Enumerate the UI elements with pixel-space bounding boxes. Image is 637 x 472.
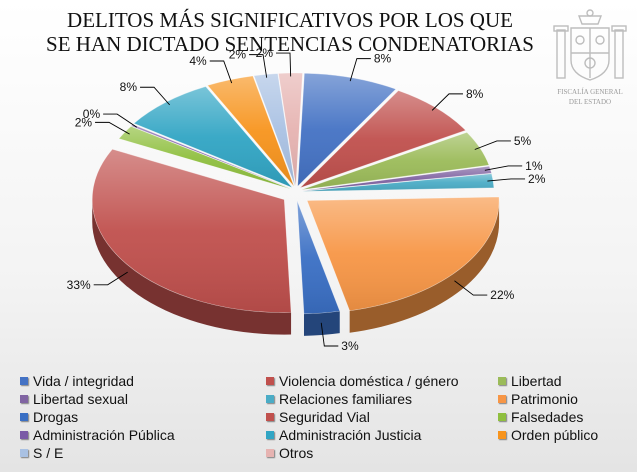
data-label: 22%: [490, 288, 514, 302]
legend-swatch: [20, 448, 28, 457]
leader-line: [93, 271, 128, 286]
leader-line: [209, 60, 233, 84]
leader-line: [487, 178, 526, 182]
legend-label: Falsedades: [511, 408, 584, 425]
legend-swatch: [20, 412, 28, 421]
data-label: 0%: [83, 107, 101, 121]
legend-item: Relaciones familiares: [266, 390, 498, 407]
legend-label: S / E: [33, 444, 64, 461]
data-label: 2%: [75, 115, 93, 129]
legend-item: Orden público: [498, 426, 632, 443]
leader-line: [474, 140, 511, 150]
pie-chart: 8%8%5%1%2%22%3%33%2%0%8%4% 2% 2%: [67, 46, 546, 353]
legend-item: Drogas: [20, 408, 266, 425]
legend-swatch: [498, 430, 506, 439]
pie-slice-highlight: [118, 126, 291, 189]
logo-text-line-2: DEL ESTADO: [569, 98, 611, 106]
data-label: 8%: [374, 52, 392, 66]
pie-slice-highlight: [300, 90, 466, 188]
coat-of-arms-logo: FISCALÍA GENERAL DEL ESTADO: [553, 9, 627, 106]
legend-item: Falsedades: [498, 408, 632, 425]
legend-swatch: [266, 430, 274, 439]
pie-slice-highlight: [278, 73, 303, 187]
legend-swatch: [20, 394, 28, 403]
data-label: 33%: [67, 278, 91, 292]
leader-line: [95, 121, 130, 135]
data-label: 2%: [256, 46, 274, 60]
legend-label: Orden público: [511, 426, 599, 443]
pie-slice-side: [303, 311, 340, 336]
legend-item: Patrimonio: [498, 390, 632, 407]
leader-line: [249, 54, 268, 78]
data-label: 8%: [466, 87, 484, 101]
legend-item: Otros: [266, 444, 498, 461]
pie-slice-side: [349, 200, 500, 333]
pie-slice-highlight: [297, 73, 396, 187]
legend-label: Violencia doméstica / género: [279, 372, 459, 389]
legend-swatch: [266, 394, 274, 403]
data-label: 5%: [514, 134, 532, 148]
legend-label: Drogas: [33, 408, 79, 425]
legend-item: Vida / integridad: [20, 372, 266, 389]
pie-slice-highlight: [301, 132, 489, 190]
leader-line: [140, 86, 170, 106]
pie-slice-highlight: [92, 149, 292, 313]
legend-item: Libertad: [498, 372, 632, 389]
leader-line: [320, 322, 339, 347]
pie-slice-highlight: [301, 173, 494, 192]
legend-swatch: [498, 394, 506, 403]
pie-slice-highlight: [131, 124, 292, 189]
legend-item: S / E: [20, 444, 266, 461]
legend-swatch: [266, 448, 274, 457]
pie-slice-side: [92, 199, 292, 335]
chart-title-line-1: DELITOS MÁS SIGNIFICATIVOS POR LOS QUE: [67, 8, 513, 32]
legend-swatch: [266, 412, 274, 421]
legend-label: Patrimonio: [511, 390, 578, 407]
legend-label: Administración Justicia: [279, 426, 422, 443]
data-label: 4%: [189, 54, 207, 68]
data-label: 2%: [229, 48, 247, 62]
legend-label: Administración Pública: [33, 426, 175, 443]
legend-label: Libertad sexual: [33, 390, 128, 407]
legend-item: Administración Justicia: [266, 426, 498, 443]
legend-swatch: [498, 376, 506, 385]
data-label: 2%: [528, 172, 546, 186]
pie-slice-highlight: [307, 196, 500, 311]
legend-label: Seguridad Vial: [279, 408, 370, 425]
legend-swatch: [20, 376, 28, 385]
legend-item: Administración Pública: [20, 426, 266, 443]
leader-line: [431, 93, 463, 111]
legend-swatch: [20, 430, 28, 439]
legend-label: Otros: [279, 444, 314, 461]
leader-line: [349, 58, 371, 82]
legend-swatch: [498, 412, 506, 421]
legend-label: Libertad: [511, 372, 562, 389]
pie-slice-highlight: [133, 86, 293, 188]
pie-slice-highlight: [301, 166, 492, 191]
legend-label: Relaciones familiares: [279, 390, 413, 407]
pie-slice-highlight: [253, 73, 296, 187]
legend-item: Violencia doméstica / género: [266, 372, 498, 389]
legend-item: Libertad sexual: [20, 390, 266, 407]
legend-label: Vida / integridad: [33, 372, 134, 389]
pie-slice-highlight: [207, 75, 294, 187]
leader-line: [103, 113, 138, 128]
data-label: 1%: [525, 159, 543, 173]
chart-title: DELITOS MÁS SIGNIFICATIVOS POR LOS QUE S…: [20, 8, 560, 56]
legend-swatch: [266, 376, 274, 385]
logo-text-line-1: FISCALÍA GENERAL: [557, 88, 623, 96]
data-label: 8%: [120, 80, 138, 94]
chart-legend: Vida / integridad Violencia doméstica / g…: [20, 372, 632, 461]
pie-slice-highlight: [297, 200, 340, 314]
legend-item: Seguridad Vial: [266, 408, 498, 425]
data-label: 3%: [341, 339, 359, 353]
leader-line: [484, 165, 523, 171]
leader-line: [454, 280, 488, 296]
chart-title-line-2: SE HAN DICTADO SENTENCIAS CONDENATORIAS: [46, 32, 534, 56]
leader-line: [276, 52, 292, 77]
